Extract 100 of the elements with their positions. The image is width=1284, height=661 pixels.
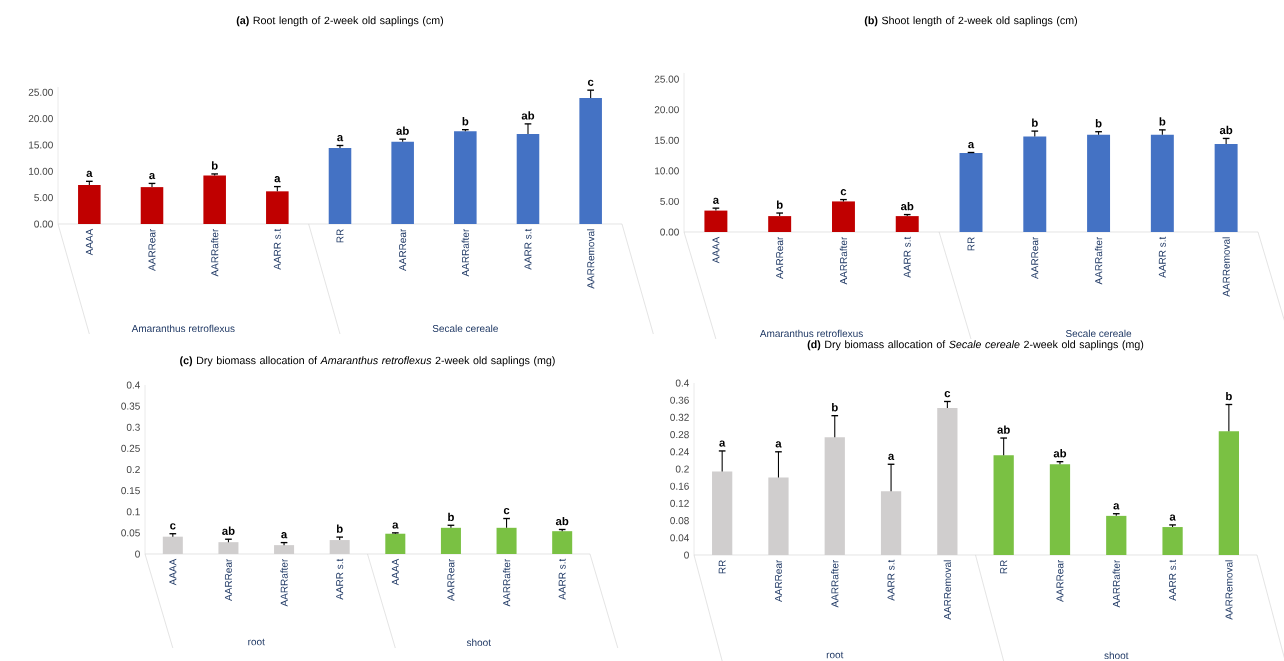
text: shoot [1104,651,1129,660]
y-tick-label: 15.00 [655,136,679,144]
data-label: a [713,197,720,204]
bar [993,455,1014,555]
bar [895,216,919,232]
y-tick-label: 0.32 [670,413,689,421]
data-label: b [462,117,469,126]
chart-title: (a) Root length of 2-week old saplings (cm) [236,16,444,27]
data-label: ab [997,425,1010,434]
y-tick-label: 20.00 [28,115,53,123]
x-tick-label: AARRafter [280,558,288,607]
y-tick-label: 0.28 [670,431,689,439]
text: shoot [466,638,491,647]
x-tick-label: AARRafter [839,236,848,285]
text: Amaranthus retroflexus [131,324,235,333]
bar [1162,527,1183,555]
data-label: ab [521,111,535,120]
bar [516,133,540,224]
bar [78,185,101,224]
x-tick-label: AAAA [85,228,93,256]
text: Secale cereale [1065,329,1132,338]
x-tick-label: AARRemoval [1225,560,1233,620]
data-label: c [170,523,176,530]
x-tick-label: AARRear [1056,559,1064,602]
data-label: b [448,512,454,521]
bar [1023,136,1047,232]
x-tick-label: RR [967,237,975,251]
bar [579,98,602,224]
y-tick-label: 0.00 [34,220,53,228]
x-tick-label: RR [336,229,344,243]
bar [1218,431,1240,555]
data-label: a [719,440,726,447]
data-label: b [776,200,783,209]
x-tick-label: AARR s.t [524,228,532,270]
x-tick-label: AARRear [447,558,455,601]
data-label: ab [555,516,569,526]
data-label: a [1113,503,1120,510]
data-label: b [1032,118,1038,127]
data-label: b [832,403,838,412]
bar [391,141,414,224]
text: root [826,651,844,659]
data-label: a [775,441,782,448]
y-tick-label: 0.2 [675,465,689,473]
y-tick-label: 0.1 [126,508,140,516]
bar [1049,464,1071,555]
chart-title: (b) Shoot length of 2-week old saplings (cm) [864,16,1078,27]
x-tick-label: AAAA [169,558,177,586]
x-tick-label: AARRafter [211,228,219,277]
y-tick-label: 0.12 [670,499,689,507]
data-label: b [336,524,343,533]
y-tick-label: 15.00 [29,141,53,149]
y-tick-label: 0.4 [126,381,140,389]
data-label: b [1095,119,1102,128]
data-label: a [392,522,399,529]
data-label: a [281,532,288,539]
x-tick-label: AARR s.t [1169,559,1177,601]
x-tick-label: AARRemoval [587,229,595,289]
y-tick-label: 25.00 [28,88,53,96]
x-tick-label: AARR s.t [903,236,911,278]
x-tick-label: AARRear [148,228,156,271]
data-label: a [968,142,975,149]
bar [768,216,792,232]
data-label: ab [1053,449,1067,458]
data-label: a [86,170,93,178]
bar [704,210,728,232]
x-tick-label: AARRear [774,559,782,602]
y-tick-label: 0.15 [121,487,140,495]
y-tick-label: 0.16 [670,482,689,490]
bar [1087,134,1111,232]
y-tick-label: 0.4 [675,379,690,387]
bar [1106,515,1127,555]
x-tick-label: AARRafter [461,228,469,277]
x-tick-label: RR [1000,560,1008,574]
bar [328,148,352,224]
x-tick-label: RR [718,560,726,574]
data-label: b [1226,391,1232,401]
x-tick-label: AARR s.t [558,558,566,600]
x-tick-label: AARRafter [1112,559,1120,608]
data-label: c [503,508,510,515]
chart-title: (d) Dry biomass allocation of Secale cereale 2-week old saplings (mg) [807,340,1144,351]
y-tick-label: 0.3 [126,423,140,431]
y-tick-label: 0 [135,550,140,558]
chart-title: (c) Dry biomass allocation of Amaranthus retroflexus 2-week old saplings (mg) [180,356,555,367]
data-label: a [1169,514,1176,521]
data-label: ab [900,201,914,211]
bar [1214,143,1238,232]
y-tick-label: 5.00 [660,197,679,205]
data-label: a [888,453,895,460]
bar [831,201,855,232]
y-tick-label: 5.00 [34,194,53,202]
text: Amaranthus retroflexus [759,329,863,338]
data-label: a [274,176,281,183]
data-label: b [1159,117,1166,126]
x-tick-label: AARRear [224,558,232,601]
data-label: c [840,189,847,196]
text: root [248,638,265,646]
x-tick-label: AAAA [712,236,720,264]
x-tick-label: AARRemoval [943,560,952,620]
text: Secale cereale [432,324,498,333]
x-tick-label: AARR s.t [273,228,281,270]
